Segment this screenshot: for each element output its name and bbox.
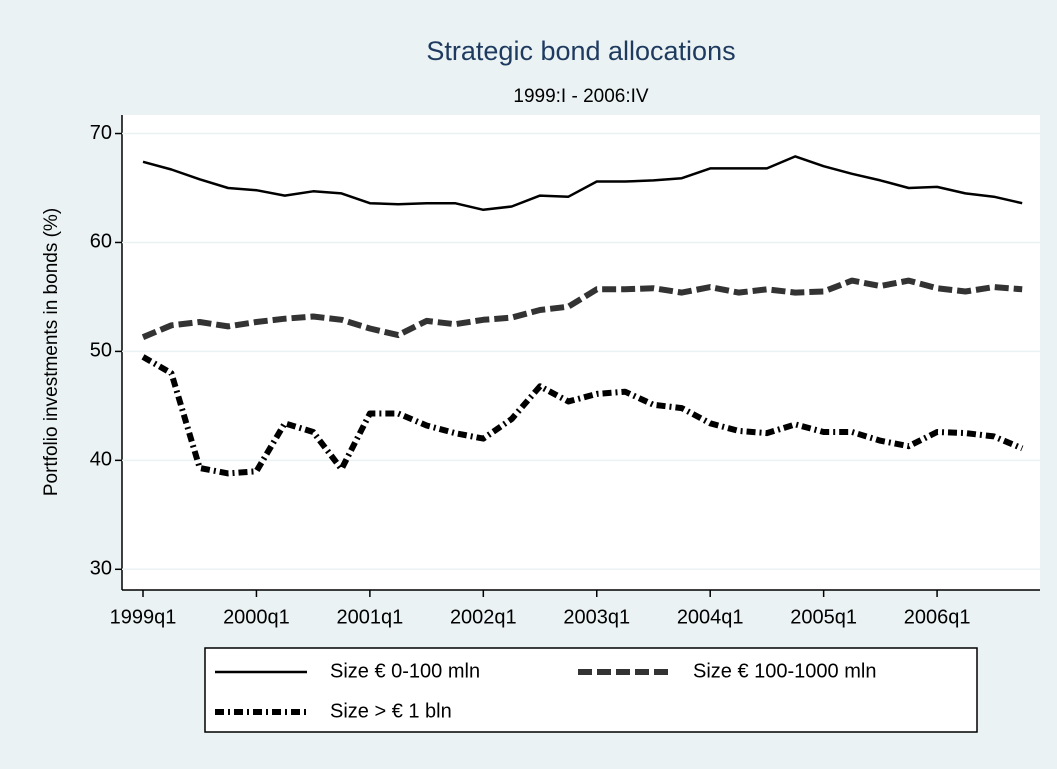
- legend-label: Size > € 1 bln: [330, 700, 452, 722]
- y-tick-label: 60: [90, 231, 112, 253]
- x-tick-label: 2001q1: [337, 606, 404, 628]
- series-line: [141, 277, 1023, 340]
- x-tick-label: 2006q1: [904, 606, 971, 628]
- series-line: [142, 155, 1023, 212]
- x-tick-label: 2005q1: [790, 606, 857, 628]
- y-axis-label: Portfolio investments in bonds (%): [41, 208, 62, 496]
- x-tick-label: 2000q1: [223, 606, 290, 628]
- legend-label: Size € 100-1000 mln: [693, 660, 876, 682]
- y-tick-label: 30: [90, 558, 112, 580]
- series-line: [141, 354, 1024, 477]
- x-tick-label: 2003q1: [563, 606, 630, 628]
- chart-title: Strategic bond allocations: [426, 36, 735, 66]
- x-tick-label: 2004q1: [677, 606, 744, 628]
- x-tick-label: 1999q1: [110, 606, 177, 628]
- legend-label: Size € 0-100 mln: [330, 660, 480, 682]
- y-tick-label: 50: [90, 340, 112, 362]
- x-tick-label: 2002q1: [450, 606, 517, 628]
- y-tick-label: 70: [90, 122, 112, 144]
- legend: [204, 647, 978, 733]
- y-tick-label: 40: [90, 449, 112, 471]
- chart-subtitle: 1999:I - 2006:IV: [513, 86, 649, 107]
